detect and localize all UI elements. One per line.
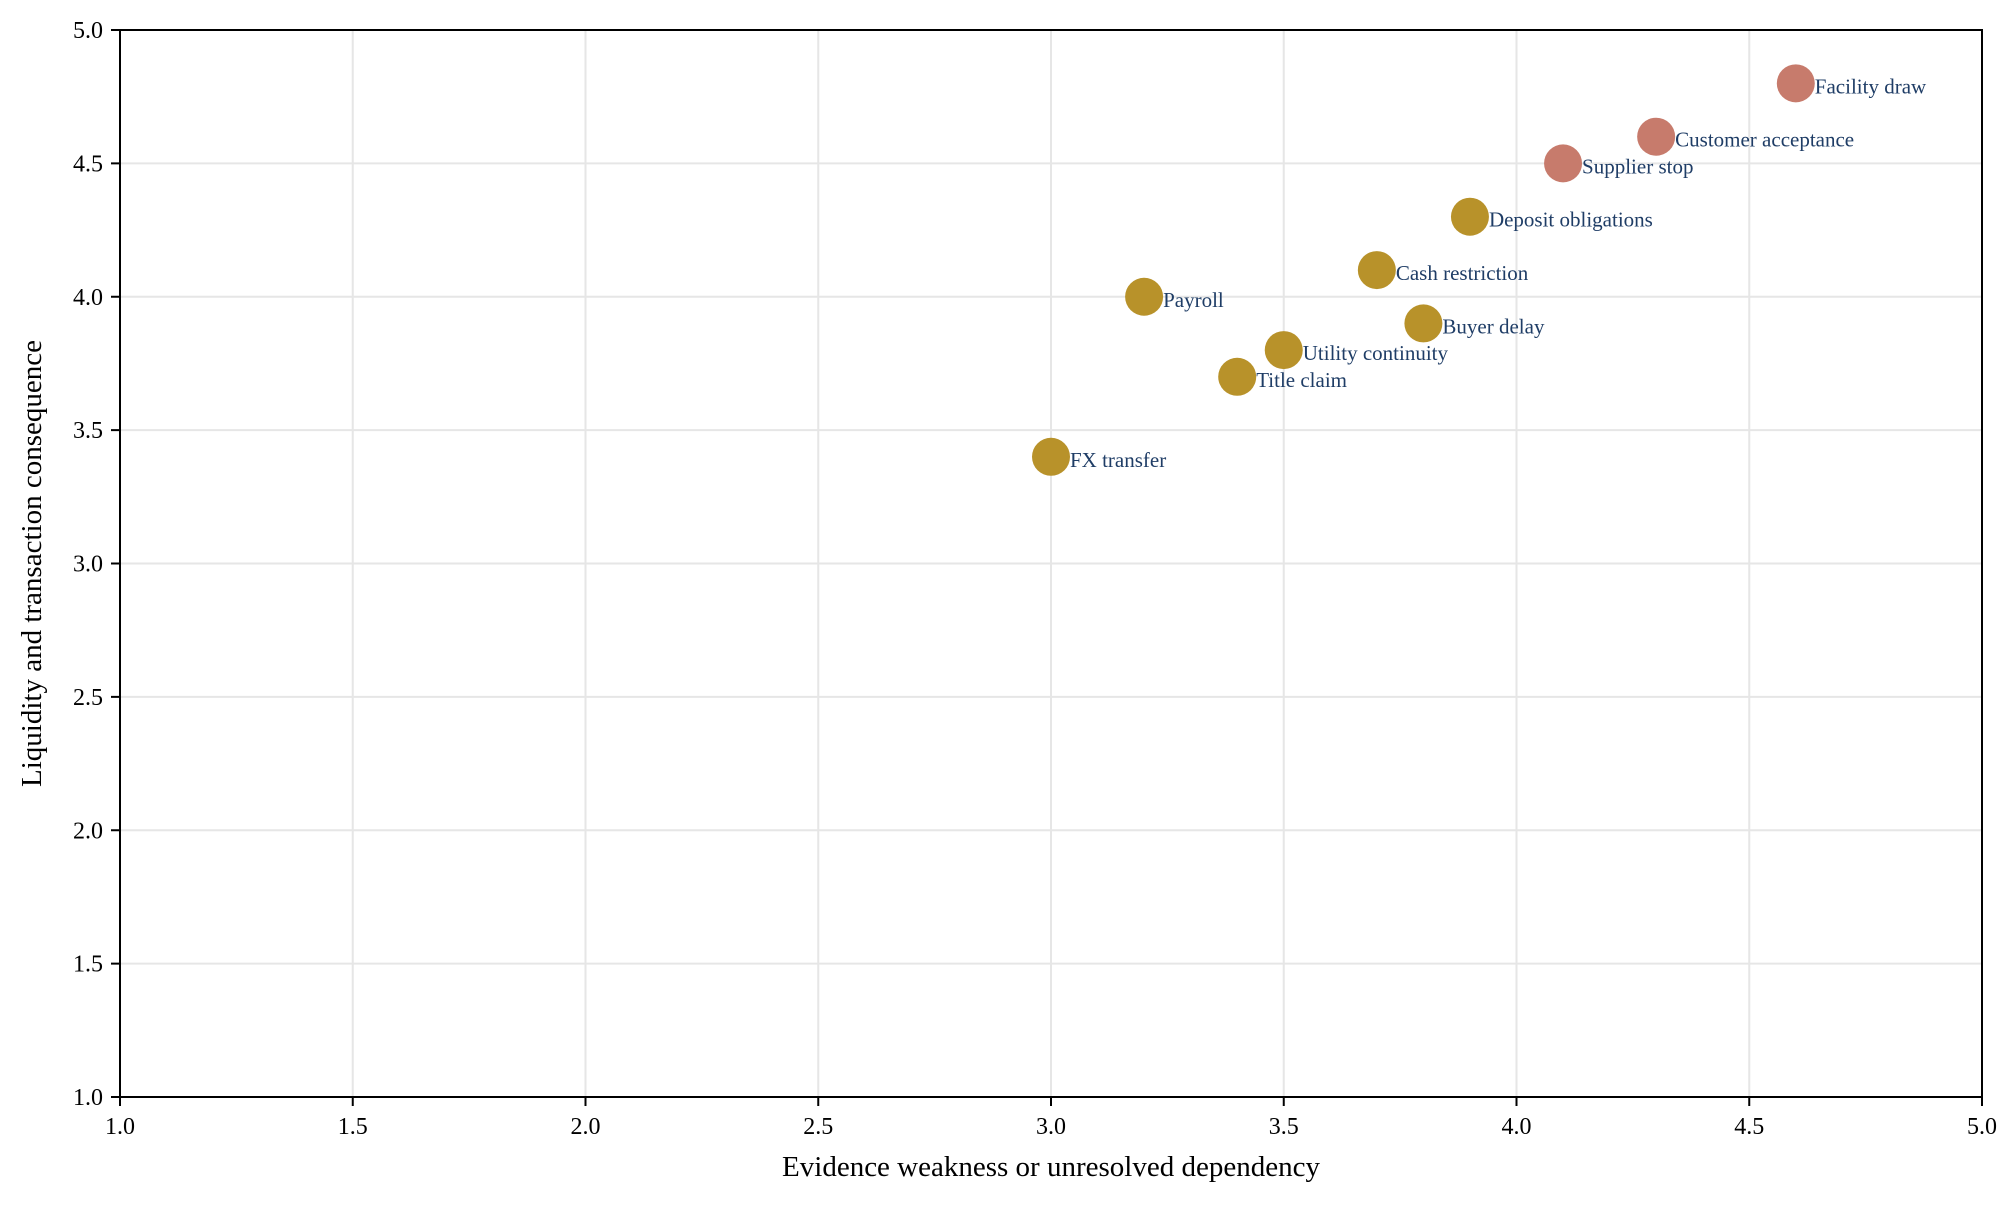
- data-point-label: Deposit obligations: [1489, 208, 1653, 232]
- data-point: [1404, 304, 1443, 343]
- x-tick-label: 3.5: [1269, 1114, 1299, 1140]
- y-tick-label: 4.5: [73, 151, 103, 177]
- x-tick-label: 3.0: [1036, 1114, 1066, 1140]
- y-tick-label: 5.0: [73, 18, 103, 44]
- data-point-label: Buyer delay: [1442, 314, 1545, 338]
- data-point: [1544, 144, 1583, 183]
- y-tick-label: 2.0: [73, 818, 103, 844]
- data-point: [1450, 197, 1489, 236]
- x-tick-label: 4.5: [1734, 1114, 1764, 1140]
- data-point: [1637, 117, 1676, 156]
- data-point: [1032, 437, 1070, 476]
- data-point-label: Facility draw: [1815, 74, 1927, 98]
- y-tick-label: 3.0: [73, 552, 103, 578]
- y-tick-label: 3.5: [73, 418, 103, 444]
- data-point: [1264, 331, 1303, 370]
- y-axis-label: Liquidity and transaction consequence: [16, 340, 48, 787]
- data-point-label: Supplier stop: [1582, 154, 1693, 178]
- x-axis-label: Evidence weakness or unresolved dependen…: [782, 1151, 1320, 1183]
- data-point-label: FX transfer: [1070, 448, 1166, 472]
- data-point-label: Title claim: [1256, 368, 1347, 392]
- axes: 1.0 1.5 2.0 2.5 3.0 3.5 4.0 4.5 5.0 1.0 1.5 2.0 2.5 3…: [73, 18, 1997, 1140]
- y-tick-label: 2.5: [73, 685, 103, 711]
- data-points: [1032, 64, 1815, 476]
- point-labels: Facility draw Customer acceptanceSupplier…: [1070, 74, 1927, 471]
- plot-frame: [119, 29, 1983, 1098]
- data-point-label: Customer acceptance: [1675, 128, 1854, 152]
- data-point-label: Cash restriction: [1396, 261, 1529, 285]
- data-point: [1125, 277, 1164, 316]
- y-tick-label: 1.5: [73, 952, 103, 978]
- y-tick-label: 4.0: [73, 285, 103, 311]
- x-tick-label: 5.0: [1967, 1114, 1997, 1140]
- data-point-label: Utility continuity: [1303, 341, 1449, 365]
- x-tick-label: 2.0: [571, 1114, 601, 1140]
- y-tick-label: 1.0: [73, 1085, 103, 1111]
- x-tick-label: 2.5: [803, 1114, 833, 1140]
- x-tick-label: 1.5: [338, 1114, 368, 1140]
- data-point: [1776, 64, 1815, 103]
- x-tick-label: 1.0: [105, 1114, 135, 1140]
- grid: [119, 29, 1983, 1098]
- data-point-label: Payroll: [1163, 288, 1224, 312]
- data-point: [1218, 357, 1257, 396]
- data-point: [1357, 251, 1396, 290]
- x-tick-label: 4.0: [1502, 1114, 1532, 1140]
